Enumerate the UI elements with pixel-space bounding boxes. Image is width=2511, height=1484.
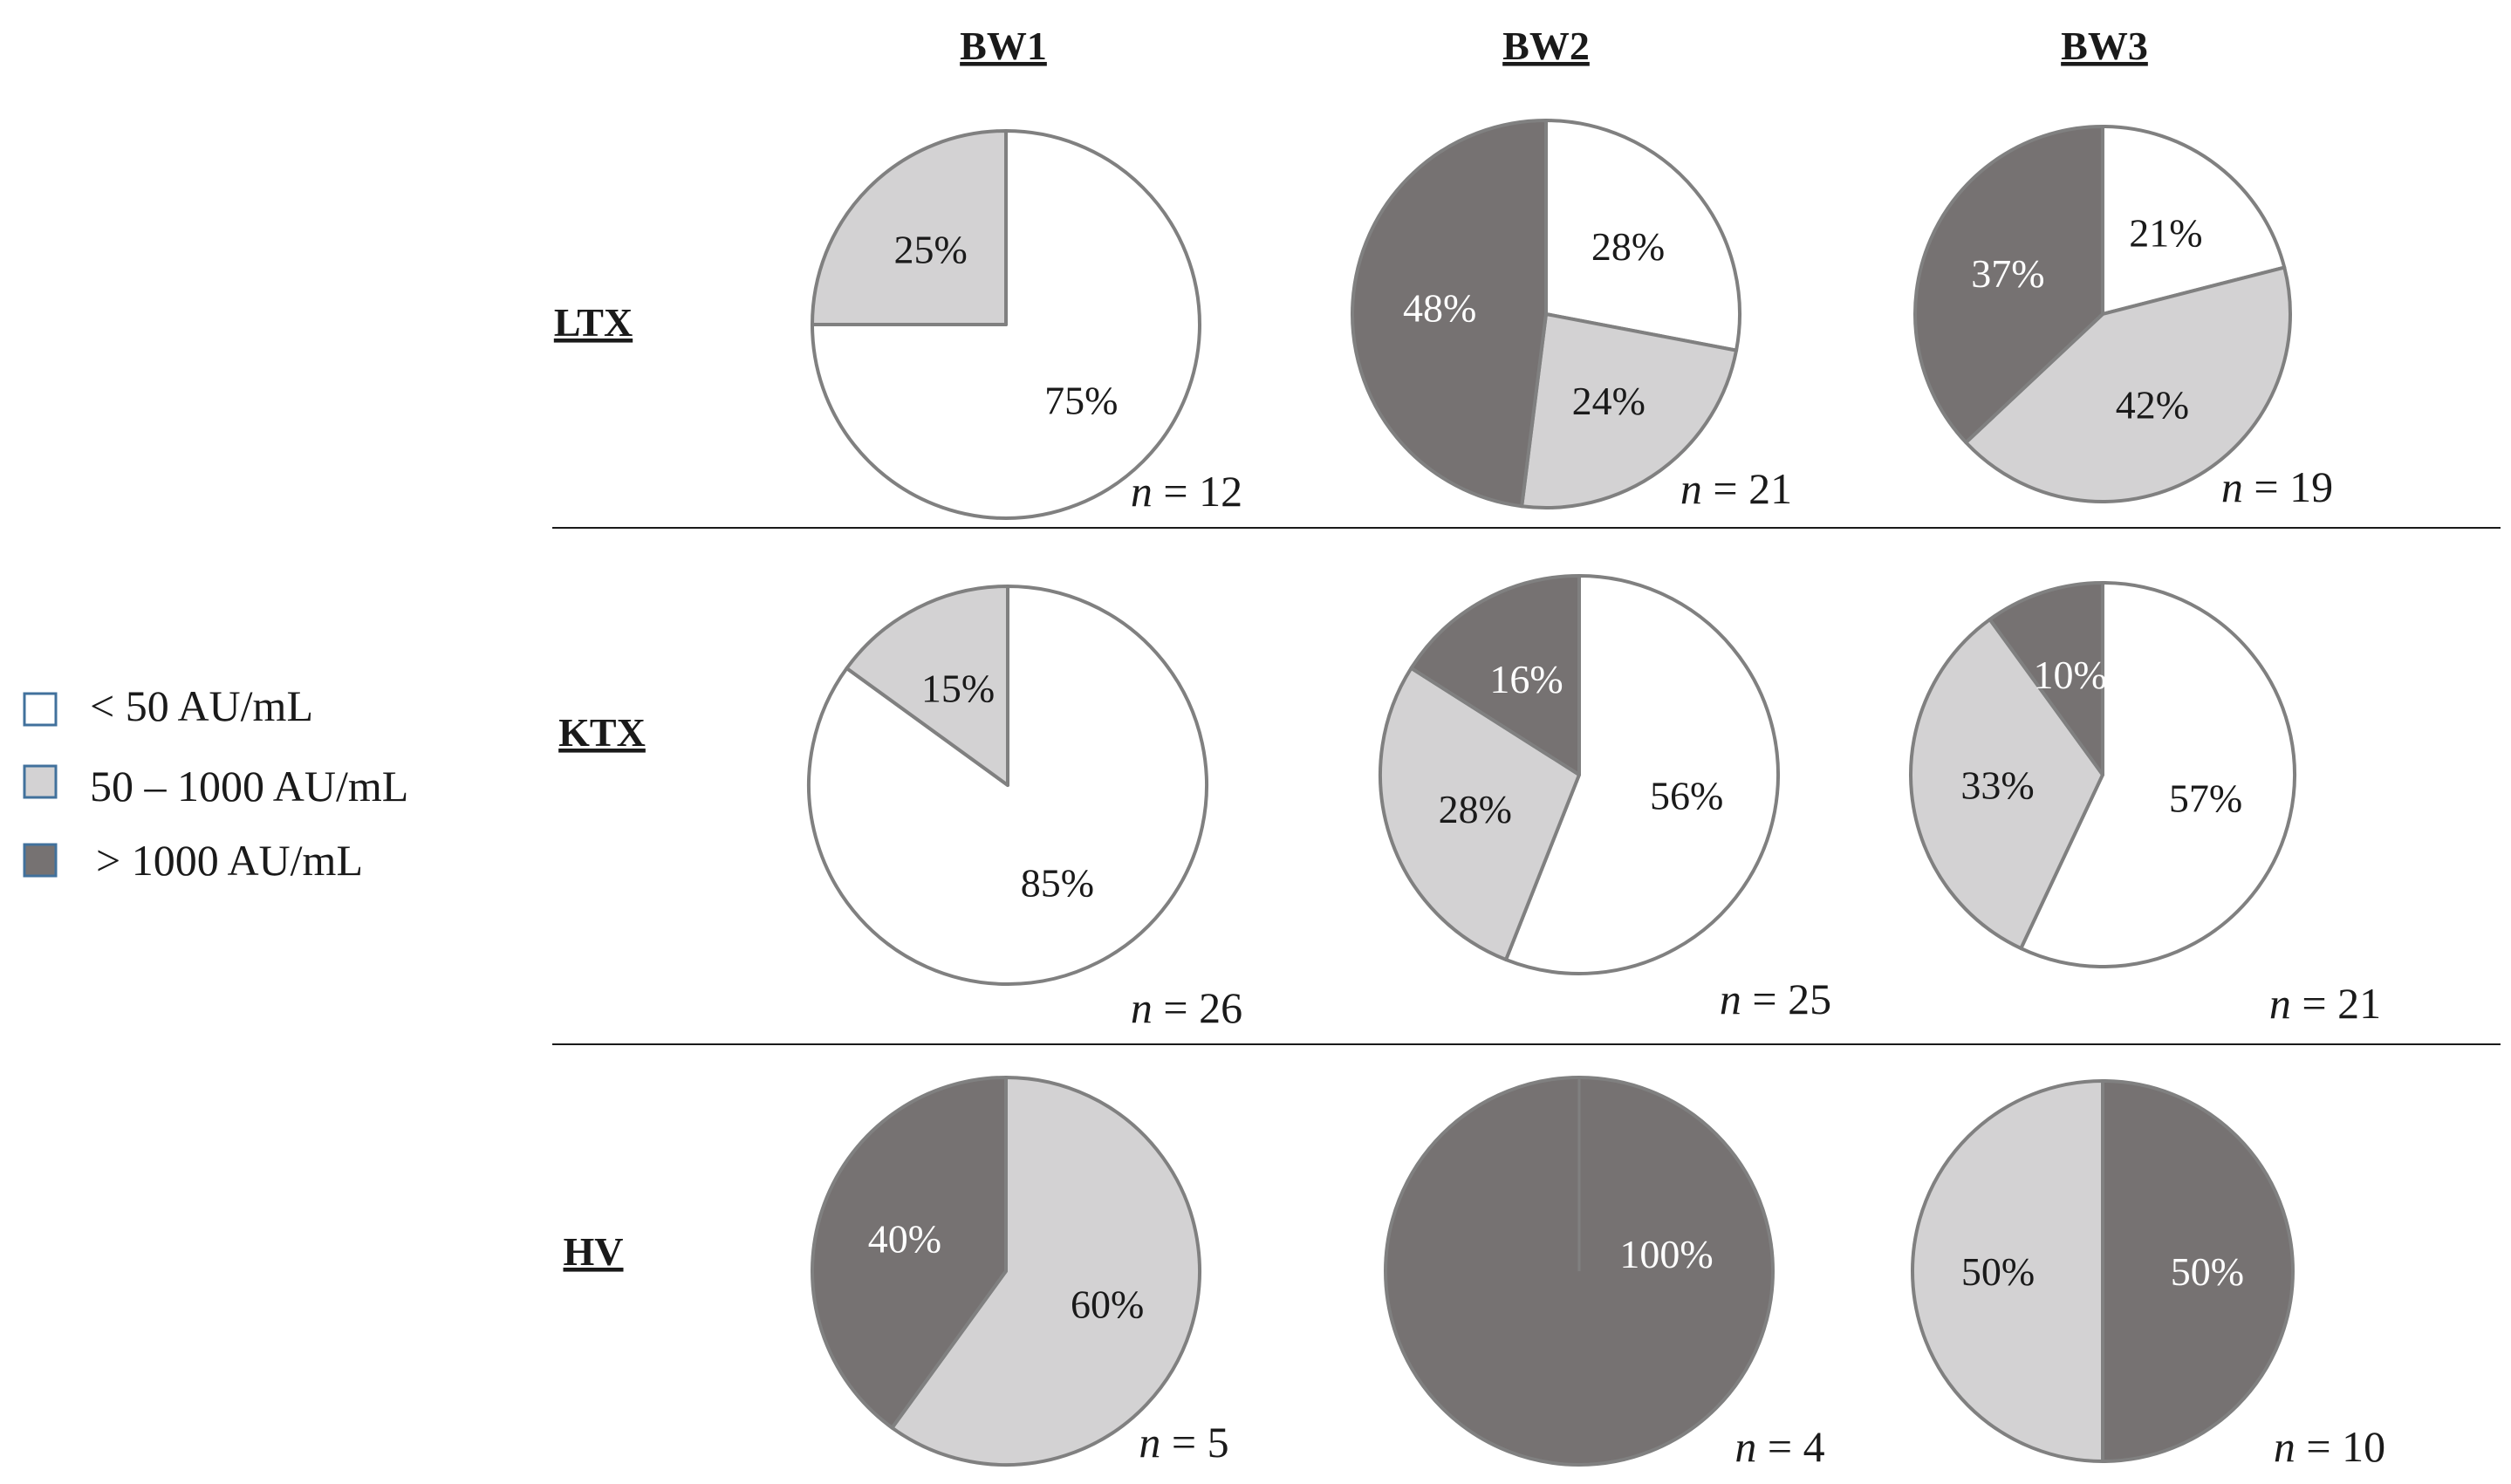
n-value: = 4 (1756, 1422, 1824, 1471)
n-value: = 21 (1702, 464, 1792, 513)
slice-label-hv-bw1-high: 40% (868, 1216, 941, 1261)
row-label-ltx: LTX (554, 300, 633, 345)
pie-slice-ktx-bw2-mid (1379, 666, 1581, 961)
legend-swatch-low (23, 692, 58, 727)
n-symbol: n (2269, 979, 2291, 1028)
pie-slice-hv-bw3-high (2101, 1079, 2295, 1463)
pie-slice-ltx-bw2-mid (1520, 312, 1739, 509)
pie-ltx-bw1: 75% 25% n = 12 (811, 129, 1242, 520)
slice-label-hv-bw3-high: 50% (2171, 1249, 2244, 1294)
pie-slice-hv-bw1-mid (890, 1076, 1201, 1467)
slice-label-ltx-bw3-high: 37% (1971, 251, 2044, 296)
n-label-hv-bw2: n = 4 (1734, 1422, 1824, 1471)
pie-slice-ktx-bw2-low (1504, 574, 1780, 975)
slice-label-ktx-bw2-high: 16% (1489, 657, 1563, 701)
pie-slice-ltx-bw3-mid (1964, 265, 2292, 503)
n-symbol: n (1131, 983, 1153, 1032)
row-label-ktx: KTX (558, 710, 646, 755)
slice-label-hv-bw1-mid: 60% (1071, 1282, 1144, 1327)
legend-swatch-high (23, 843, 58, 878)
slice-label-ltx-bw2-mid: 24% (1572, 379, 1645, 423)
pie-slice-ltx-bw1-low (811, 129, 1201, 520)
n-label-ltx-bw3: n = 19 (2221, 462, 2333, 511)
pie-ltx-bw2: 28% 24% 48% n = 21 (1351, 119, 1792, 513)
slice-label-hv-bw2-high: 100% (1619, 1232, 1713, 1276)
n-value: = 5 (1160, 1418, 1228, 1467)
column-header-bw1: BW1 (960, 24, 1047, 68)
n-label-ltx-bw1: n = 12 (1131, 467, 1242, 516)
legend: < 50 AU/mL 50 – 1000 AU/mL > 1000 AU/mL (23, 681, 408, 885)
slice-label-ktx-bw3-low: 57% (2169, 776, 2242, 820)
n-label-ktx-bw3: n = 21 (2269, 979, 2381, 1028)
n-value: = 26 (1153, 983, 1242, 1032)
slice-label-ltx-bw3-mid: 42% (2116, 383, 2189, 427)
pie-slice-ltx-bw3-low (2101, 125, 2287, 316)
n-symbol: n (1139, 1418, 1160, 1467)
pie-hv-bw3: 50% 50% n = 10 (1911, 1079, 2385, 1471)
n-symbol: n (1734, 1422, 1756, 1471)
slice-label-ltx-bw2-low: 28% (1591, 224, 1665, 269)
pie-slice-ktx-bw1-mid (845, 585, 1009, 787)
slice-label-ktx-bw3-high: 10% (2033, 653, 2106, 697)
n-label-ktx-bw1: n = 26 (1131, 983, 1242, 1032)
pie-ktx-bw1: 85% 15% n = 26 (807, 585, 1242, 1032)
pie-slice-ltx-bw1-mid (811, 129, 1008, 326)
pie-ltx-bw3: 21% 42% 37% n = 19 (1913, 125, 2333, 511)
slice-label-ktx-bw1-mid: 15% (921, 666, 995, 710)
n-value: = 21 (2291, 979, 2381, 1028)
slice-label-ktx-bw1-low: 85% (1021, 861, 1094, 906)
slice-label-ltx-bw1-mid: 25% (893, 228, 967, 272)
slice-label-ktx-bw2-low: 56% (1650, 773, 1723, 817)
column-header-bw2: BW2 (1502, 24, 1590, 68)
slice-label-ltx-bw1-low: 75% (1044, 378, 1118, 422)
n-symbol: n (1680, 464, 1702, 513)
pie-hv-bw2: 100% n = 4 (1384, 1076, 1825, 1471)
n-value: = 12 (1153, 467, 1242, 516)
slice-label-ltx-bw3-low: 21% (2129, 211, 2202, 256)
row-label-hv: HV (564, 1229, 624, 1274)
pie-slice-ltx-bw2-high (1351, 119, 1548, 509)
n-symbol: n (2274, 1422, 2295, 1471)
pie-slice-ltx-bw3-high (1913, 125, 2104, 445)
slice-label-hv-bw3-mid: 50% (1961, 1249, 2035, 1294)
n-symbol: n (2221, 462, 2243, 511)
n-symbol: n (1720, 975, 1741, 1023)
pies: 75% 25% n = 12 28% 24% 48% n = 21 21% 42% 37% n = … (807, 119, 2385, 1471)
slice-label-ktx-bw3-mid: 33% (1960, 763, 2034, 807)
slice-label-ktx-bw2-mid: 28% (1439, 787, 1512, 831)
pie-ktx-bw2: 56% 28% 16% n = 25 (1379, 574, 1831, 1023)
slice-label-ltx-bw2-high: 48% (1403, 285, 1476, 330)
pie-slice-hv-bw3-mid (1911, 1079, 2104, 1463)
n-label-ltx-bw2: n = 21 (1680, 464, 1792, 513)
n-label-ktx-bw2: n = 25 (1720, 975, 1831, 1023)
pie-slice-ktx-bw3-mid (1909, 618, 2104, 951)
legend-label-low: < 50 AU/mL (90, 681, 313, 730)
legend-label-mid: 50 – 1000 AU/mL (90, 762, 408, 810)
pie-slice-ltx-bw2-low (1544, 119, 1741, 352)
pie-slice-ktx-bw3-low (2019, 581, 2297, 968)
n-value: = 25 (1741, 975, 1831, 1023)
legend-label-high: > 1000 AU/mL (96, 836, 363, 885)
pie-slice-hv-bw1-high (811, 1076, 1008, 1430)
n-symbol: n (1131, 467, 1153, 516)
column-header-bw3: BW3 (2061, 24, 2148, 68)
n-value: = 19 (2243, 462, 2333, 511)
pie-slice-ktx-bw3-high (1988, 581, 2104, 776)
legend-swatch-mid (23, 764, 58, 799)
n-label-hv-bw3: n = 10 (2274, 1422, 2385, 1471)
n-label-hv-bw1: n = 5 (1139, 1418, 1228, 1467)
pie-hv-bw1: 60% 40% n = 5 (811, 1076, 1229, 1467)
n-value: = 10 (2295, 1422, 2385, 1471)
pie-ktx-bw3: 57% 33% 10% n = 21 (1909, 581, 2381, 1028)
pie-slice-ktx-bw2-high (1409, 574, 1581, 776)
